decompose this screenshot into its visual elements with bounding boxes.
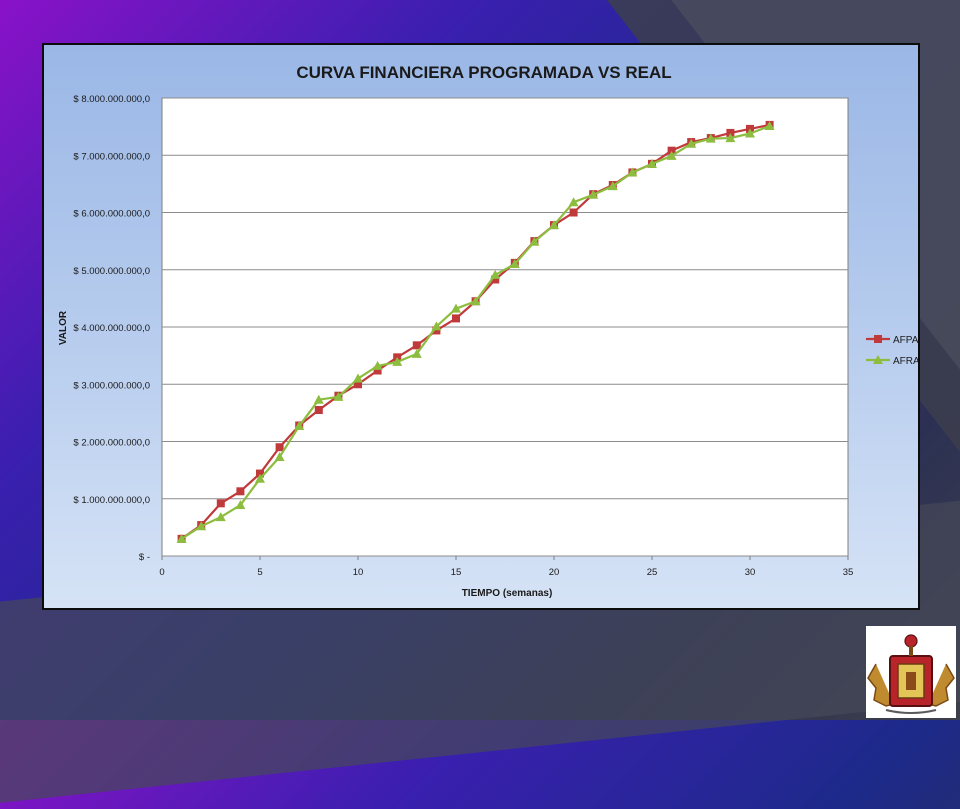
- data-point: [451, 303, 461, 313]
- data-point: [607, 181, 618, 191]
- y-tick-label: $ 5.000.000.000,0: [73, 266, 150, 277]
- data-point: [372, 360, 383, 370]
- data-point: [725, 133, 736, 143]
- data-point: [353, 373, 363, 383]
- data-point: [431, 321, 442, 331]
- data-point: [452, 314, 460, 323]
- data-point: [392, 356, 403, 366]
- data-point: [529, 236, 540, 246]
- x-tick-label: 35: [843, 567, 854, 578]
- chart-title: CURVA FINANCIERA PROGRAMADA VS REAL: [296, 63, 671, 82]
- y-tick-label: $ 2.000.000.000,0: [73, 438, 150, 449]
- data-point: [432, 326, 441, 335]
- x-tick-label: 20: [549, 567, 560, 578]
- data-point: [294, 421, 305, 431]
- y-tick-label: $ 6.000.000.000,0: [73, 209, 150, 220]
- data-point: [354, 380, 362, 389]
- y-tick-label: $ 4.000.000.000,0: [73, 323, 150, 334]
- legend-marker: [874, 335, 882, 343]
- data-point: [470, 296, 481, 306]
- data-point: [509, 259, 520, 269]
- legend-marker: [873, 355, 883, 364]
- data-point: [491, 275, 500, 284]
- plot-area: $ - $ 1.000.000.000,0 $ 2.000.000.000,0 $ 3…: [73, 94, 853, 578]
- data-point: [569, 208, 578, 217]
- data-point: [627, 167, 638, 177]
- x-tick-label: 30: [745, 567, 756, 578]
- data-point: [411, 348, 422, 358]
- x-tick-label: 15: [451, 567, 462, 578]
- y-tick-label: $ 7.000.000.000,0: [73, 151, 150, 162]
- data-point: [549, 220, 559, 230]
- x-tick-label: 5: [257, 567, 262, 578]
- legend: AFPA AFRA: [866, 335, 918, 367]
- y-tick-label: $ 8.000.000.000,0: [73, 94, 150, 105]
- university-logo: [866, 626, 956, 718]
- university-coat-of-arms-icon: [867, 634, 955, 714]
- data-point: [314, 406, 323, 415]
- data-point: [726, 128, 735, 137]
- data-point: [275, 443, 284, 452]
- data-point: [647, 158, 657, 168]
- data-point: [588, 189, 599, 199]
- y-tick-label: $ 3.000.000.000,0: [73, 380, 150, 391]
- legend-label: AFRA: [893, 356, 918, 367]
- y-tick-label: $ 1.000.000.000,0: [73, 495, 150, 506]
- y-axis-label: VALOR: [58, 310, 69, 345]
- legend-label: AFPA: [893, 335, 918, 346]
- x-tick-label: 0: [159, 567, 164, 578]
- data-point: [373, 366, 382, 375]
- x-axis-label: TIEMPO (semanas): [462, 588, 553, 599]
- data-point: [236, 487, 245, 496]
- data-point: [686, 138, 697, 148]
- data-point: [412, 341, 421, 350]
- data-point: [313, 394, 324, 404]
- chart-frame: CURVA FINANCIERA PROGRAMADA VS REAL $ - $…: [42, 43, 920, 610]
- data-point: [215, 512, 226, 522]
- y-tick-label: $ -: [139, 552, 150, 563]
- data-point: [490, 269, 501, 279]
- data-point: [333, 391, 344, 401]
- data-point: [667, 146, 676, 155]
- data-point: [216, 499, 225, 508]
- series-afra: [176, 121, 775, 543]
- data-point: [235, 500, 246, 510]
- data-point: [745, 128, 755, 138]
- data-point: [274, 451, 285, 461]
- data-point: [666, 150, 677, 160]
- data-point: [255, 473, 265, 483]
- data-point: [256, 469, 264, 478]
- x-tick-label: 25: [647, 567, 658, 578]
- data-point: [196, 521, 207, 531]
- data-point: [568, 197, 579, 207]
- data-point: [705, 133, 716, 143]
- data-point: [176, 533, 187, 543]
- line-chart: CURVA FINANCIERA PROGRAMADA VS REAL $ -$…: [58, 63, 918, 599]
- x-tick-label: 10: [353, 567, 364, 578]
- data-point: [764, 121, 775, 131]
